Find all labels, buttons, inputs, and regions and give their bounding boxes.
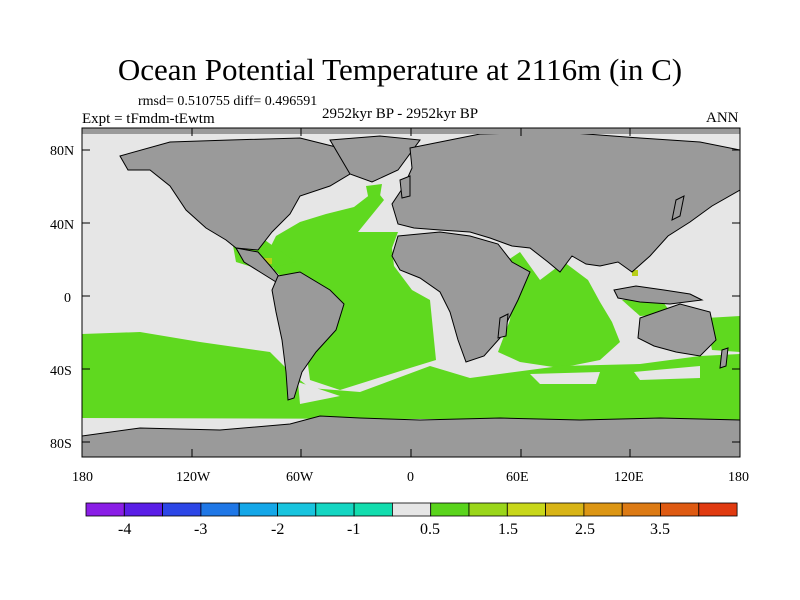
colorbar-box (506, 502, 546, 517)
new-zealand (719, 347, 729, 369)
colorbar-box (391, 502, 432, 517)
maritime-continent (613, 285, 704, 305)
weddell-patch (298, 382, 340, 404)
north-america (119, 137, 361, 251)
colorbar-box (238, 502, 278, 517)
plot-title: Ocean Potential Temperature at 2116m (in… (117, 52, 683, 87)
british-isles (399, 175, 411, 199)
lat-label-0: 0 (64, 291, 71, 306)
colorbar-box (468, 502, 508, 517)
colorbar-box (162, 502, 202, 517)
land-masses (82, 131, 740, 457)
africa (391, 231, 531, 363)
lat-label-40n: 40N (50, 218, 74, 233)
colorbar-box (545, 502, 585, 517)
axis-ticks (81, 128, 741, 457)
colorbar-label: 2.5 (575, 521, 595, 538)
south-america (271, 271, 345, 401)
period-label: 2952kyr BP - 2952kyr BP (322, 106, 479, 122)
colorbar-box (583, 502, 623, 517)
season-label: ANN (706, 110, 739, 126)
lon-label-60w: 60W (286, 470, 314, 485)
madagascar (497, 313, 509, 339)
lon-label-120w: 120W (176, 470, 211, 485)
australia (637, 303, 717, 357)
colorbar-box (200, 502, 240, 517)
colorbar-label: -4 (118, 521, 131, 538)
colorbar-box (660, 502, 700, 517)
colorbar-box (698, 502, 738, 517)
colorbar-label: 0.5 (420, 521, 440, 538)
greenland (329, 135, 421, 183)
colorbar-box (621, 502, 661, 517)
eurasia (391, 131, 740, 273)
arctic-ocean (82, 128, 740, 160)
colorbar-label: 1.5 (498, 521, 518, 538)
colorbar-box (315, 502, 355, 517)
colorbar-label: -1 (347, 521, 360, 538)
colorbar-box (353, 502, 393, 517)
southern-patch (530, 372, 600, 384)
colorbar-label: -2 (271, 521, 284, 538)
colorbar (85, 502, 738, 517)
colorbar-label: -3 (194, 521, 207, 538)
lat-label-40s: 40S (50, 364, 72, 379)
colorbar-label: 3.5 (650, 521, 670, 538)
colorbar-box (85, 502, 125, 517)
colorbar-box (277, 502, 317, 517)
stats-text: rmsd= 0.510755 diff= 0.496591 (138, 94, 318, 109)
experiment-label: Expt = tFmdm-tEwtm (82, 111, 215, 127)
lon-label-60e: 60E (506, 470, 529, 485)
japan (671, 195, 685, 221)
lat-label-80n: 80N (50, 144, 74, 159)
lon-label-120e: 120E (614, 470, 644, 485)
colorbar-box (430, 502, 470, 517)
lat-label-80s: 80S (50, 437, 72, 452)
antarctica (82, 415, 740, 457)
southern-patch-east (634, 366, 700, 380)
map-panel (82, 128, 740, 457)
colorbar-box (123, 502, 164, 517)
lon-label-180e: 180 (728, 470, 749, 485)
lon-label-180w: 180 (72, 470, 93, 485)
lon-label-0: 0 (407, 470, 414, 485)
